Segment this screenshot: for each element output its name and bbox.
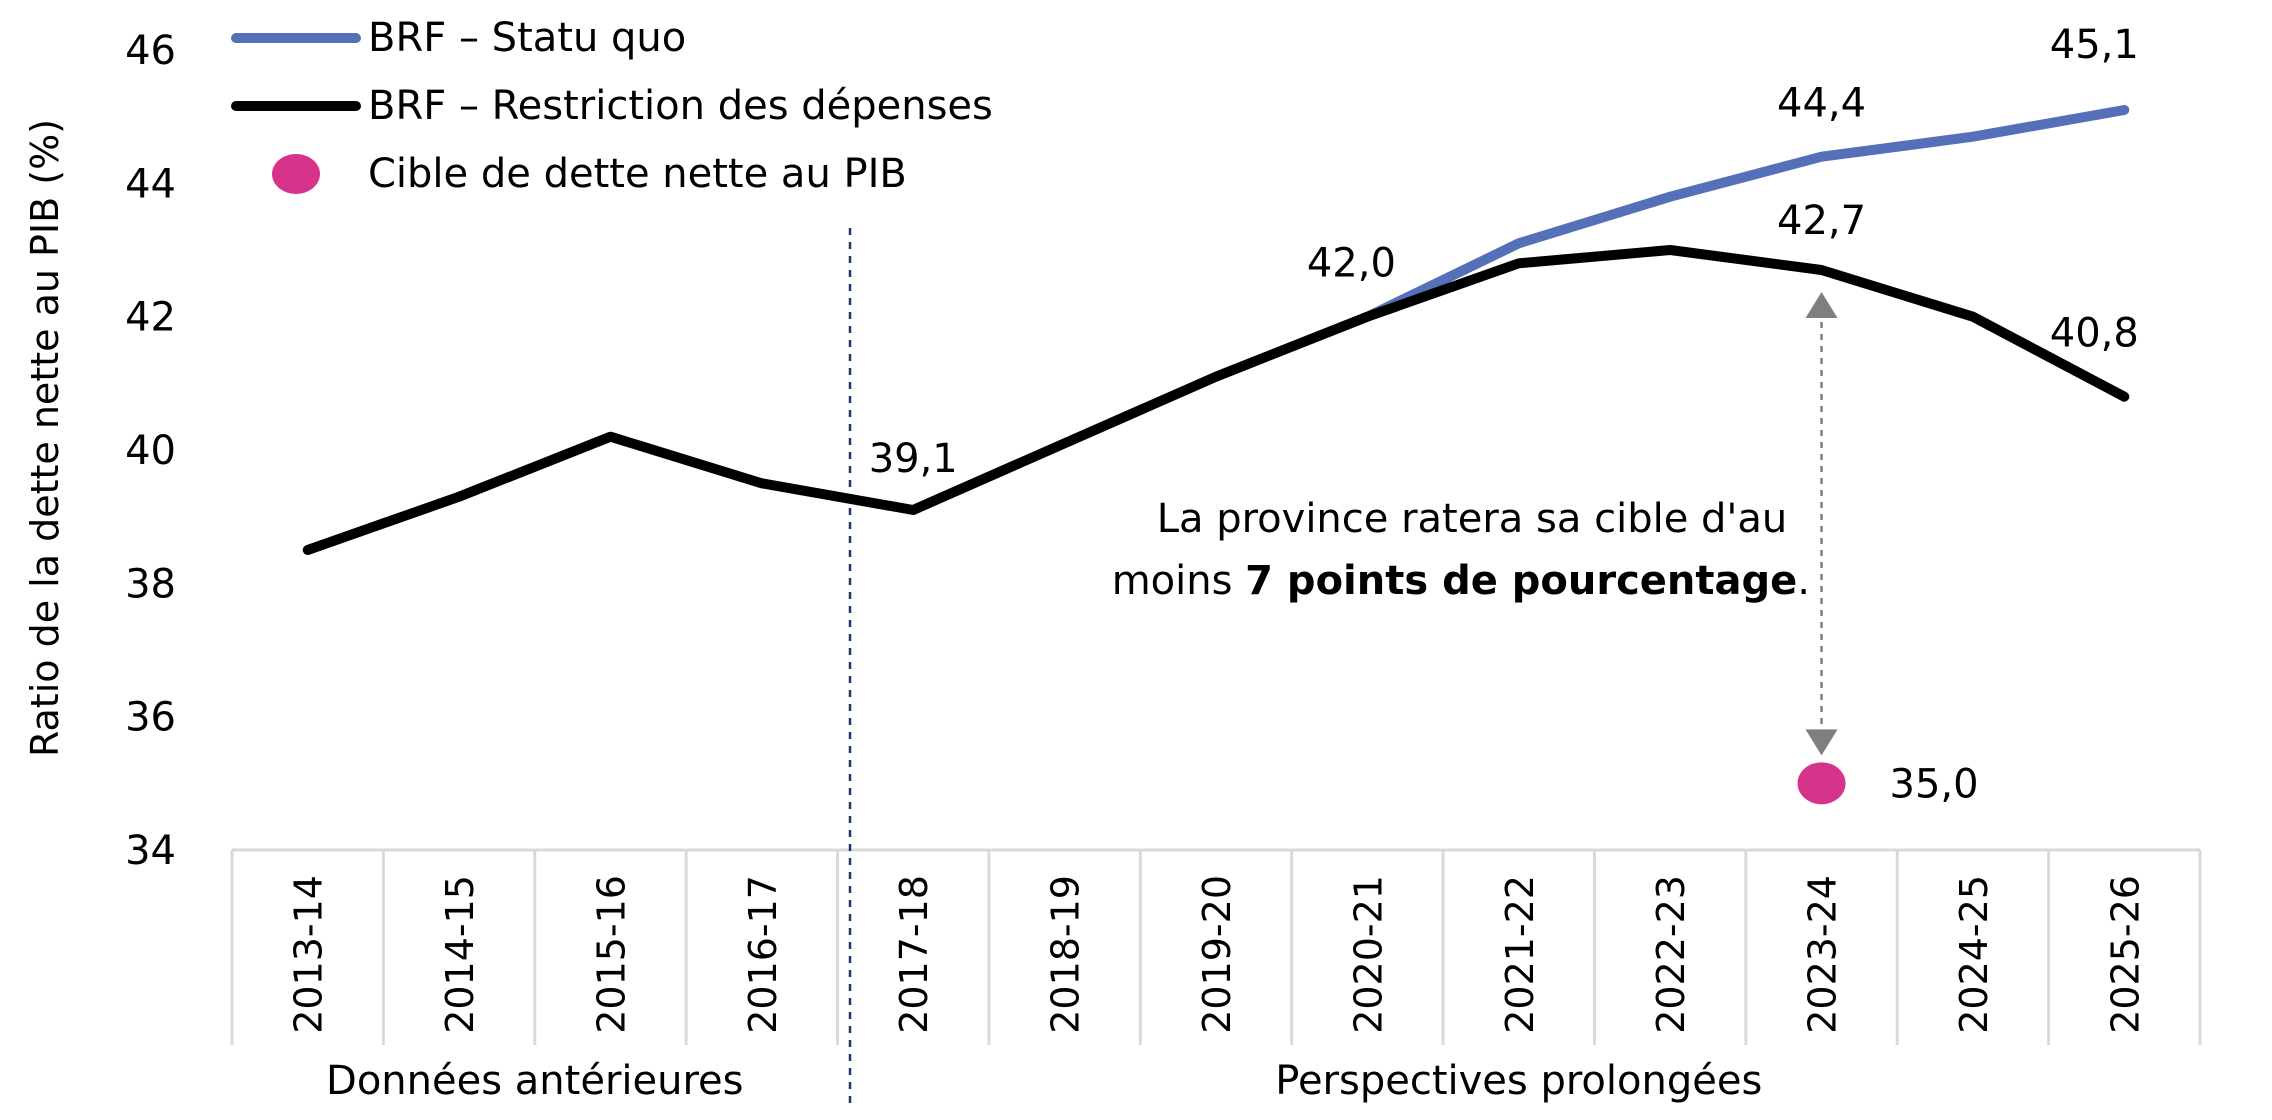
y-tick-label: 38 xyxy=(125,561,176,607)
annotation-line-2-bold: 7 points de pourcentage xyxy=(1245,558,1797,604)
x-tick-label: 2013-14 xyxy=(287,875,331,1034)
data-label: 45,1 xyxy=(2050,22,2139,68)
series-lines xyxy=(302,105,2130,555)
y-axis-label: Ratio de la dette nette au PIB (%) xyxy=(23,119,67,757)
y-tick-label: 42 xyxy=(125,295,176,341)
x-tick-label: 2022-23 xyxy=(1649,875,1693,1034)
data-label: 42,7 xyxy=(1777,198,1866,244)
x-tick-label: 2015-16 xyxy=(589,875,633,1034)
y-axis: Ratio de la dette nette au PIB (%) 34363… xyxy=(23,28,176,874)
legend-label-restriction: BRF – Restriction des dépenses xyxy=(368,83,993,129)
y-tick-labels: 34 36 38 40 42 44 46 xyxy=(125,28,176,874)
legend-swatch-cible xyxy=(272,154,320,194)
y-tick-label: 46 xyxy=(125,28,176,74)
gap-arrow-head-up xyxy=(1805,292,1838,318)
x-tick-label: 2021-22 xyxy=(1498,875,1542,1034)
target-point xyxy=(1797,762,1846,805)
x-tick-label: 2018-19 xyxy=(1044,875,1088,1034)
legend-item-statu-quo: BRF – Statu quo xyxy=(231,15,686,61)
x-tick-label: 2023-24 xyxy=(1801,875,1845,1034)
annotation-line-2-suffix: . xyxy=(1797,558,1810,604)
y-tick-label: 36 xyxy=(125,695,176,741)
y-tick-label: 44 xyxy=(125,161,176,207)
data-label: 42,0 xyxy=(1307,241,1396,287)
x-tick-label: 2016-17 xyxy=(741,875,785,1034)
x-tick-label: 2014-15 xyxy=(438,875,482,1034)
legend-item-cible: Cible de dette nette au PIB xyxy=(272,151,907,197)
x-tick-label: 2019-20 xyxy=(1195,875,1239,1034)
data-label: 44,4 xyxy=(1777,81,1866,127)
x-tick-label: 2017-18 xyxy=(892,875,936,1034)
x-tick-label: 2025-26 xyxy=(2103,875,2147,1034)
target-points xyxy=(1797,292,1846,805)
annotation-line-2: moins 7 points de pourcentage. xyxy=(1112,558,1810,604)
legend: BRF – Statu quo BRF – Restriction des dé… xyxy=(231,15,993,197)
series-line-0 xyxy=(1362,105,2130,322)
group-label: Données antérieures xyxy=(326,1058,743,1104)
group-label: Perspectives prolongées xyxy=(1275,1058,1762,1104)
y-tick-label: 40 xyxy=(125,428,176,474)
category-groups: Données antérieures Perspectives prolongé… xyxy=(326,1058,1762,1104)
legend-item-restriction: BRF – Restriction des dépenses xyxy=(231,83,993,129)
data-label: 39,1 xyxy=(869,436,958,482)
annotation-line-1: La province ratera sa cible d'au xyxy=(1157,496,1788,542)
annotation-text: La province ratera sa cible d'au moins 7… xyxy=(1112,496,1810,604)
legend-label-statu-quo: BRF – Statu quo xyxy=(368,15,686,61)
annotation-line-2-prefix: moins xyxy=(1112,558,1245,604)
x-tick-label: 2024-25 xyxy=(1952,875,1996,1034)
x-tick-label: 2020-21 xyxy=(1346,875,1390,1034)
series-line-1 xyxy=(302,245,2130,555)
legend-label-cible: Cible de dette nette au PIB xyxy=(368,151,907,197)
data-labels: 39,1 42,0 44,4 42,7 45,1 40,8 35,0 xyxy=(869,22,2139,807)
x-axis-frame xyxy=(230,848,2202,1045)
data-label: 40,8 xyxy=(2050,311,2139,357)
x-tick-labels: 2013-14 2014-15 2015-16 2016-17 2017-18 2018-… xyxy=(287,875,2148,1034)
y-tick-label: 34 xyxy=(125,828,176,874)
data-label: 35,0 xyxy=(1890,761,1979,807)
